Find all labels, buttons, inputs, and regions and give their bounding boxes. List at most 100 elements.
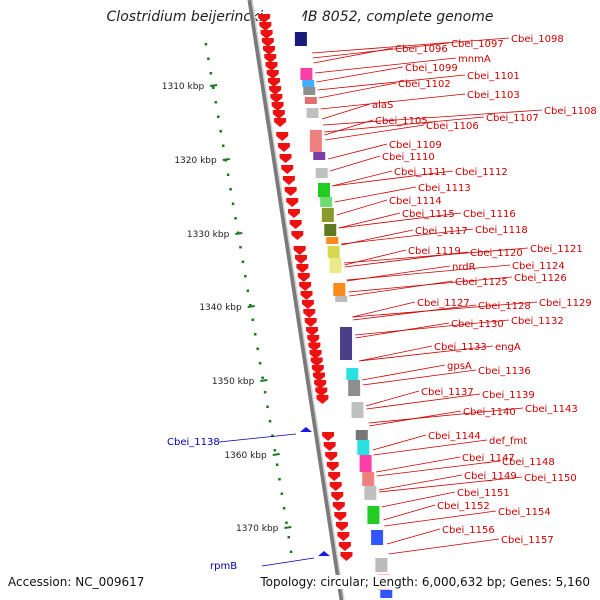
gene-label[interactable]: Cbei_1107 xyxy=(486,113,539,124)
feature-block[interactable] xyxy=(326,237,339,244)
gene-arrow[interactable] xyxy=(303,309,316,318)
feature-block[interactable] xyxy=(302,80,315,87)
gene-label[interactable]: Cbei_1149 xyxy=(464,471,517,482)
feature-block[interactable] xyxy=(303,87,316,95)
gene-arrow[interactable] xyxy=(332,502,345,511)
feature-block[interactable] xyxy=(367,506,380,524)
feature-block[interactable] xyxy=(313,152,326,160)
gene-label[interactable]: Cbei_1101 xyxy=(467,71,520,82)
feature-block[interactable] xyxy=(357,440,370,455)
gene-label[interactable]: Cbei_1115 xyxy=(402,209,455,220)
gene-arrow[interactable] xyxy=(265,62,278,71)
gene-arrow[interactable] xyxy=(274,118,287,127)
gene-arrow[interactable] xyxy=(309,350,322,359)
gene-label[interactable]: Cbei_1144 xyxy=(428,431,481,442)
gene-label[interactable]: Cbei_1130 xyxy=(451,319,504,330)
gene-label[interactable]: Cbei_1106 xyxy=(426,121,479,132)
gene-arrow[interactable] xyxy=(296,264,309,273)
feature-block[interactable] xyxy=(324,224,337,236)
gene-label[interactable]: Cbei_1098 xyxy=(511,34,564,45)
gene-arrow[interactable] xyxy=(293,246,306,255)
gene-label[interactable]: Cbei_1114 xyxy=(389,196,442,207)
gene-label[interactable]: Cbei_1147 xyxy=(462,453,515,464)
gene-label[interactable]: Cbei_1118 xyxy=(475,225,528,236)
gene-label[interactable]: Cbei_1152 xyxy=(437,501,490,512)
gene-label[interactable]: Cbei_1143 xyxy=(525,404,578,415)
gene-arrow[interactable] xyxy=(306,327,319,336)
gene-arrow[interactable] xyxy=(314,380,327,389)
feature-block[interactable] xyxy=(294,32,307,46)
gene-arrow[interactable] xyxy=(258,14,271,23)
gene-label[interactable]: mnmA xyxy=(458,54,491,65)
feature-block[interactable] xyxy=(355,430,368,440)
gene-arrow[interactable] xyxy=(260,30,273,39)
gene-arrow[interactable] xyxy=(304,318,317,327)
feature-block[interactable] xyxy=(304,97,317,104)
gene-label[interactable]: Cbei_1102 xyxy=(398,79,451,90)
gene-label[interactable]: Cbei_1127 xyxy=(417,298,470,309)
gene-label[interactable]: Cbei_1157 xyxy=(501,535,554,546)
feature-block[interactable] xyxy=(300,68,313,80)
feature-block[interactable] xyxy=(375,558,388,572)
gene-label[interactable]: Cbei_1113 xyxy=(418,183,471,194)
gene-label[interactable]: Cbei_1151 xyxy=(457,488,510,499)
feature-block[interactable] xyxy=(306,108,319,118)
feature-block[interactable] xyxy=(335,296,348,302)
gene-label[interactable]: gpsA xyxy=(447,361,472,372)
gene-arrow[interactable] xyxy=(307,335,320,344)
gene-arrow[interactable] xyxy=(315,387,328,397)
gene-label[interactable]: Cbei_1154 xyxy=(498,507,551,518)
gene-label[interactable]: Cbei_1124 xyxy=(512,261,565,272)
gene-label[interactable]: Cbei_1105 xyxy=(375,116,428,127)
gene-arrow[interactable] xyxy=(329,482,342,491)
gene-arrow[interactable] xyxy=(281,165,294,174)
gene-label[interactable]: Cbei_1109 xyxy=(389,140,442,151)
gene-label[interactable]: Cbei_1099 xyxy=(405,63,458,74)
gene-label[interactable]: Cbei_1108 xyxy=(544,106,597,117)
gene-arrow[interactable] xyxy=(282,176,295,185)
rna-marker[interactable] xyxy=(318,551,330,556)
feature-block[interactable] xyxy=(317,183,330,197)
gene-label[interactable]: Cbei_1156 xyxy=(442,525,495,536)
gene-label[interactable]: Cbei_1150 xyxy=(524,473,577,484)
gene-arrow[interactable] xyxy=(266,70,279,79)
gene-arrow[interactable] xyxy=(316,395,329,404)
gene-arrow[interactable] xyxy=(326,462,339,471)
gene-arrow[interactable] xyxy=(269,86,282,95)
gene-label[interactable]: Cbei_1137 xyxy=(421,387,474,398)
rna-label[interactable]: rpmB xyxy=(210,561,237,572)
gene-arrow[interactable] xyxy=(289,220,302,229)
gene-label[interactable]: nrdR xyxy=(452,262,476,273)
gene-label[interactable]: Cbei_1140 xyxy=(463,407,516,418)
gene-arrow[interactable] xyxy=(325,452,338,461)
feature-block[interactable] xyxy=(320,197,333,207)
feature-block[interactable] xyxy=(327,246,340,258)
feature-block[interactable] xyxy=(362,472,375,486)
gene-arrow[interactable] xyxy=(300,291,313,300)
gene-label[interactable]: def_fmt xyxy=(489,436,527,447)
gene-label[interactable]: Cbei_1097 xyxy=(451,39,504,50)
feature-block[interactable] xyxy=(364,486,377,500)
gene-arrow[interactable] xyxy=(340,552,353,561)
gene-label[interactable]: Cbei_1125 xyxy=(455,277,508,288)
gene-arrow[interactable] xyxy=(291,231,304,240)
gene-arrow[interactable] xyxy=(301,300,314,309)
gene-arrow[interactable] xyxy=(287,209,300,218)
gene-arrow[interactable] xyxy=(308,342,321,352)
gene-arrow[interactable] xyxy=(323,442,336,451)
gene-arrow[interactable] xyxy=(322,432,335,441)
feature-block[interactable] xyxy=(321,208,334,222)
gene-arrow[interactable] xyxy=(271,102,284,111)
gene-label[interactable]: engA xyxy=(495,342,521,353)
gene-label[interactable]: Cbei_1119 xyxy=(408,246,461,257)
gene-arrow[interactable] xyxy=(264,54,277,63)
gene-label[interactable]: Cbei_1129 xyxy=(539,298,592,309)
gene-arrow[interactable] xyxy=(263,46,276,55)
gene-arrow[interactable] xyxy=(338,542,351,551)
gene-label[interactable]: Cbei_1110 xyxy=(382,152,435,163)
gene-arrow[interactable] xyxy=(331,492,344,501)
gene-arrow[interactable] xyxy=(335,522,348,531)
gene-arrow[interactable] xyxy=(259,22,272,31)
gene-arrow[interactable] xyxy=(295,255,308,264)
